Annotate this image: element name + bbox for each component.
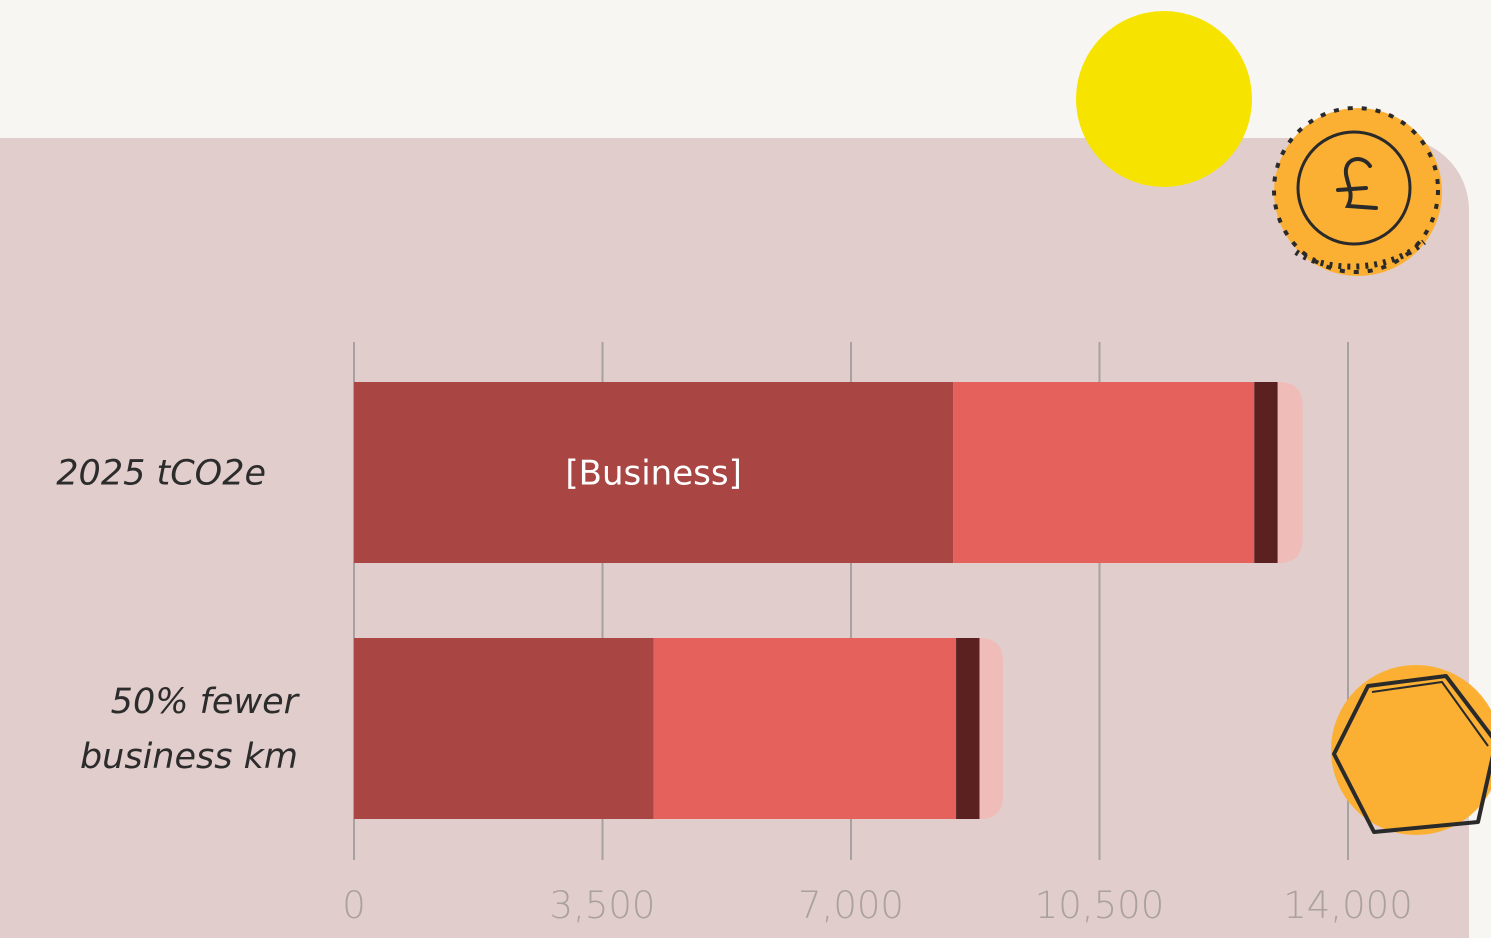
bar-segment [653,638,957,819]
category-label: 50% fewer [111,682,301,722]
x-tick-label: 14,000 [1283,884,1412,927]
bar-data-label: [Business] [565,454,741,494]
x-tick-label: 3,500 [550,884,656,927]
bar-segment [1254,382,1278,563]
x-tick-label: 0 [342,884,366,927]
bar-segment [354,638,654,819]
yellow-circle [1076,11,1252,187]
bar-segment [1277,382,1303,563]
bar-segment [956,638,980,819]
bars [354,382,1303,819]
labels: 0 3,500 7,000 10,500 14,000 [Business] 2025 tC… [56,454,1412,928]
bar-segment [953,382,1255,563]
pound-coin-icon [1272,106,1442,276]
category-label: 2025 tCO2e [56,454,266,494]
bar-segment [979,638,1003,819]
category-label: business km [80,737,298,777]
x-tick-label: 10,500 [1035,884,1164,927]
x-tick-label: 7,000 [798,884,904,927]
bar-segment [354,382,954,563]
hexagon-coin-icon [1331,665,1491,835]
